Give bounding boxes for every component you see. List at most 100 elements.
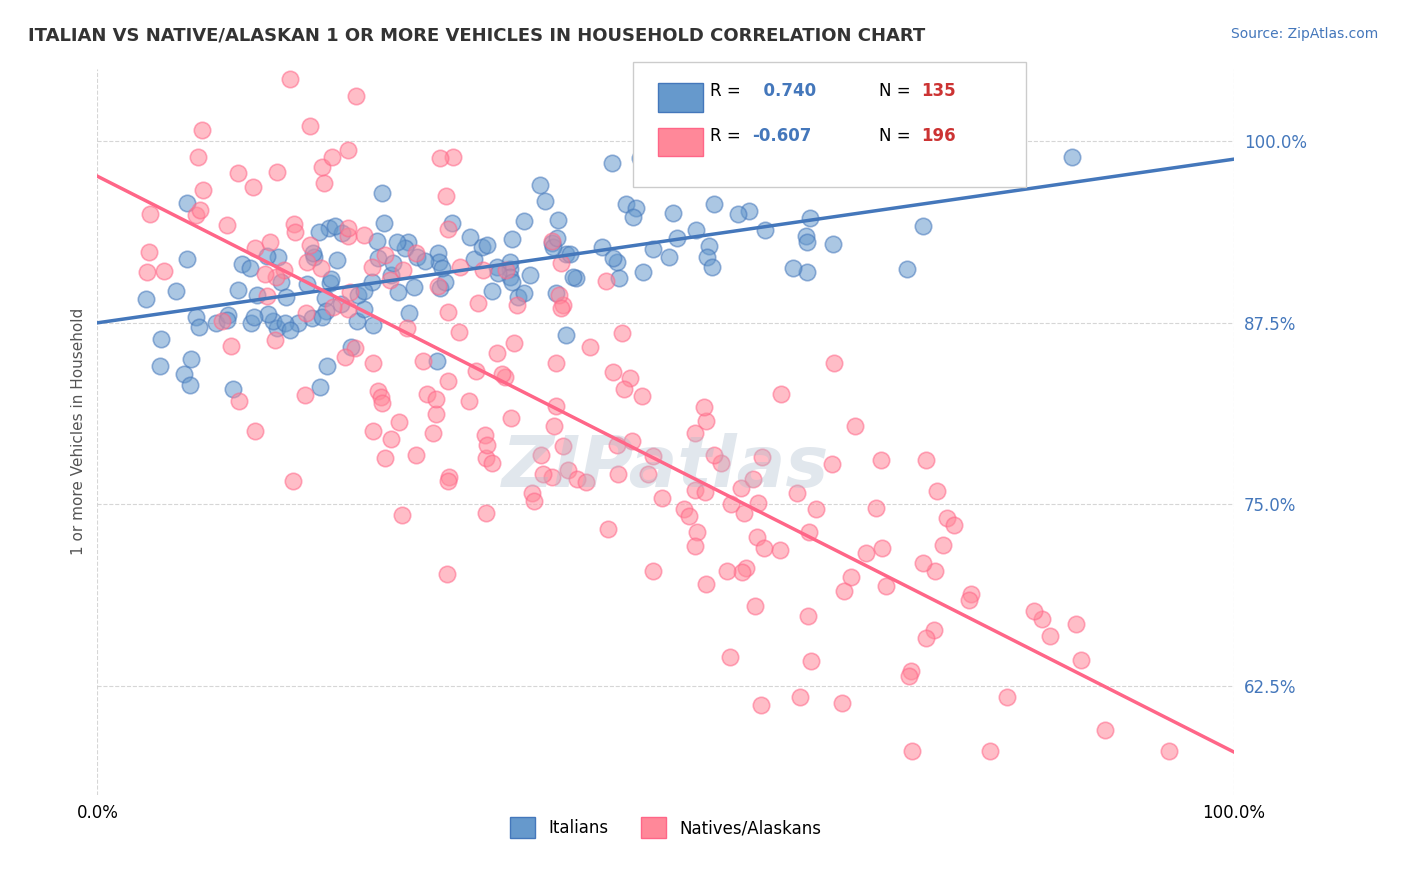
Natives/Alaskans xyxy=(186,150,208,164)
Italians xyxy=(796,235,818,250)
Natives/Alaskans xyxy=(422,426,444,441)
Natives/Alaskans xyxy=(242,180,264,194)
Italians xyxy=(231,257,253,271)
Natives/Alaskans xyxy=(806,502,828,516)
Italians xyxy=(499,254,522,268)
Natives/Alaskans xyxy=(855,546,877,560)
Natives/Alaskans xyxy=(925,484,948,499)
Natives/Alaskans xyxy=(380,432,402,446)
Italians xyxy=(796,229,818,244)
Natives/Alaskans xyxy=(226,166,249,180)
Natives/Alaskans xyxy=(557,463,579,477)
Italians xyxy=(330,227,353,241)
Natives/Alaskans xyxy=(441,150,464,164)
Natives/Alaskans xyxy=(467,296,489,310)
Natives/Alaskans xyxy=(797,609,820,624)
Italians xyxy=(315,359,337,374)
Italians xyxy=(534,194,557,208)
Italians xyxy=(547,212,569,227)
Natives/Alaskans xyxy=(769,543,792,558)
Natives/Alaskans xyxy=(337,143,360,157)
Text: ITALIAN VS NATIVE/ALASKAN 1 OR MORE VEHICLES IN HOUSEHOLD CORRELATION CHART: ITALIAN VS NATIVE/ALASKAN 1 OR MORE VEHI… xyxy=(28,27,925,45)
Natives/Alaskans xyxy=(475,450,498,465)
Natives/Alaskans xyxy=(322,300,344,314)
Italians xyxy=(274,290,297,304)
Italians xyxy=(529,178,551,192)
Natives/Alaskans xyxy=(786,486,808,500)
Italians xyxy=(486,266,509,280)
Italians xyxy=(565,271,588,285)
Natives/Alaskans xyxy=(821,457,844,471)
Italians xyxy=(499,269,522,284)
Italians xyxy=(440,216,463,230)
Natives/Alaskans xyxy=(294,387,316,401)
Natives/Alaskans xyxy=(361,356,384,370)
Natives/Alaskans xyxy=(494,370,516,384)
Natives/Alaskans xyxy=(832,584,855,599)
Italians xyxy=(173,367,195,381)
Natives/Alaskans xyxy=(464,364,486,378)
Natives/Alaskans xyxy=(637,467,659,481)
Natives/Alaskans xyxy=(683,483,706,497)
Text: R =: R = xyxy=(710,127,747,145)
Italians xyxy=(314,291,336,305)
Italians xyxy=(413,253,436,268)
Italians xyxy=(243,310,266,325)
Natives/Alaskans xyxy=(138,244,160,259)
Italians xyxy=(180,351,202,366)
Natives/Alaskans xyxy=(311,160,333,174)
Italians xyxy=(458,230,481,244)
Natives/Alaskans xyxy=(800,654,823,668)
Text: N =: N = xyxy=(879,82,915,100)
Italians xyxy=(434,275,457,289)
Italians xyxy=(508,290,530,304)
Text: -0.607: -0.607 xyxy=(752,127,811,145)
Natives/Alaskans xyxy=(799,525,821,540)
Text: ZIPatlas: ZIPatlas xyxy=(502,434,830,502)
Text: 135: 135 xyxy=(921,82,956,100)
Italians xyxy=(329,297,352,311)
Italians xyxy=(353,284,375,298)
Italians xyxy=(278,323,301,337)
Natives/Alaskans xyxy=(333,350,356,364)
Italians xyxy=(319,276,342,290)
Italians xyxy=(371,186,394,200)
Italians xyxy=(519,268,541,282)
Natives/Alaskans xyxy=(309,260,332,275)
Italians xyxy=(600,156,623,170)
Natives/Alaskans xyxy=(751,450,773,464)
Natives/Alaskans xyxy=(870,453,893,467)
Italians xyxy=(315,303,337,318)
Natives/Alaskans xyxy=(503,336,526,351)
Natives/Alaskans xyxy=(367,384,389,398)
Natives/Alaskans xyxy=(266,165,288,179)
Italians xyxy=(658,250,681,264)
Italians xyxy=(274,316,297,330)
Italians xyxy=(426,246,449,260)
Italians xyxy=(176,252,198,266)
Natives/Alaskans xyxy=(436,567,458,582)
Natives/Alaskans xyxy=(531,467,554,481)
Italians xyxy=(149,332,172,346)
Text: 0.740: 0.740 xyxy=(752,82,817,100)
Natives/Alaskans xyxy=(136,265,159,279)
Natives/Alaskans xyxy=(752,541,775,555)
Italians xyxy=(373,216,395,230)
Natives/Alaskans xyxy=(865,501,887,516)
Natives/Alaskans xyxy=(602,366,624,380)
Italians xyxy=(541,236,564,251)
Natives/Alaskans xyxy=(298,119,321,133)
Italians xyxy=(387,285,409,299)
Natives/Alaskans xyxy=(695,414,717,428)
Italians xyxy=(184,310,207,324)
Text: N =: N = xyxy=(879,127,915,145)
Natives/Alaskans xyxy=(153,264,176,278)
Natives/Alaskans xyxy=(370,396,392,410)
Italians xyxy=(486,260,509,275)
Y-axis label: 1 or more Vehicles in Household: 1 or more Vehicles in Household xyxy=(72,308,86,555)
Natives/Alaskans xyxy=(621,434,644,449)
Natives/Alaskans xyxy=(541,234,564,248)
Natives/Alaskans xyxy=(613,382,636,396)
Natives/Alaskans xyxy=(337,228,360,243)
Natives/Alaskans xyxy=(578,340,600,354)
